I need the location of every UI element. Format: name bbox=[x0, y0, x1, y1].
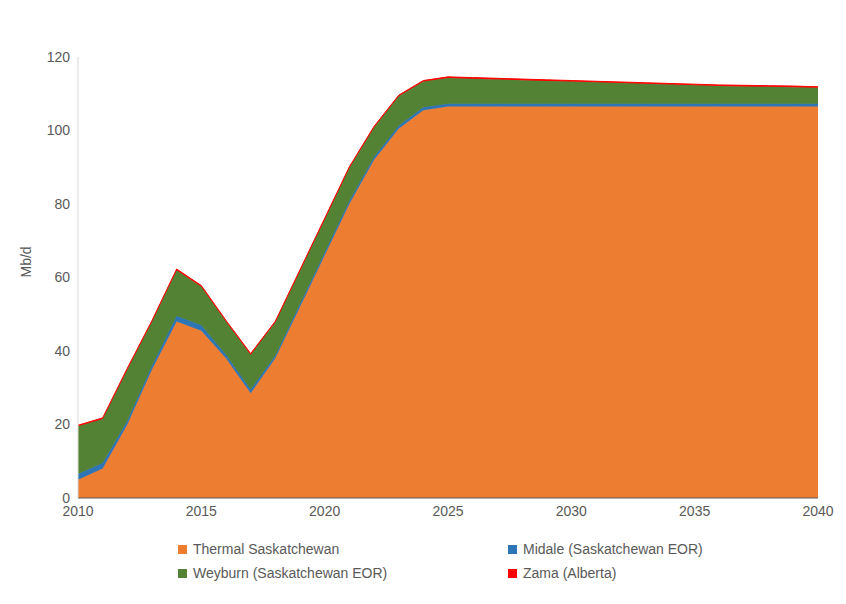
svg-text:2010: 2010 bbox=[62, 502, 94, 519]
html-text:Weyburn (Saskatchewan EOR): Weyburn (Saskatchewan EOR) bbox=[193, 565, 388, 581]
svg-text:2035: 2035 bbox=[679, 503, 710, 519]
html-text:Midale (Saskatchewan EOR): Midale (Saskatchewan EOR) bbox=[523, 541, 703, 557]
svg-text:20: 20 bbox=[54, 416, 70, 432]
svg-text:2015: 2015 bbox=[186, 503, 217, 519]
svg-text:80: 80 bbox=[54, 196, 70, 212]
svg-text:120: 120 bbox=[47, 49, 71, 65]
svg-text:100: 100 bbox=[47, 122, 71, 138]
svg-text:Mb/d: Mb/d bbox=[18, 246, 34, 277]
html-text:Zama (Alberta): Zama (Alberta) bbox=[523, 565, 617, 581]
html-text:Thermal Saskatchewan: Thermal Saskatchewan bbox=[193, 541, 340, 557]
svg-text:0: 0 bbox=[62, 490, 70, 506]
svg-text:2040: 2040 bbox=[802, 503, 833, 519]
svg-text:2025: 2025 bbox=[432, 503, 463, 519]
svg-text:40: 40 bbox=[54, 343, 70, 359]
svg-text:2030: 2030 bbox=[556, 503, 587, 519]
svg-text:60: 60 bbox=[54, 269, 70, 285]
svg-text:2020: 2020 bbox=[309, 503, 340, 519]
